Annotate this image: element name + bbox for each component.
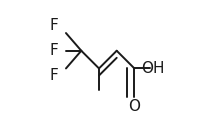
Text: O: O — [128, 99, 140, 114]
Text: F: F — [50, 18, 59, 34]
Text: OH: OH — [141, 61, 165, 76]
Text: F: F — [50, 43, 59, 58]
Text: F: F — [50, 68, 59, 83]
